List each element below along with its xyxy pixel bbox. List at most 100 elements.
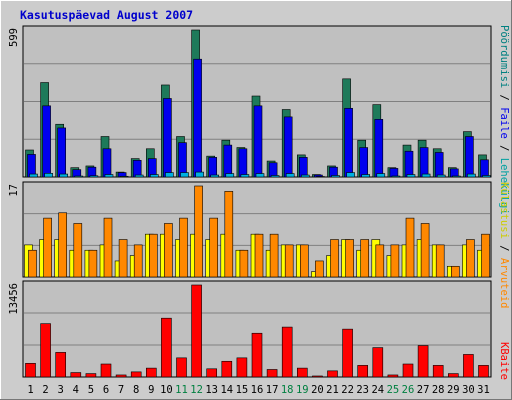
bar-pages: [150, 174, 159, 178]
bar-kbytes: [387, 374, 399, 378]
bar-pages: [119, 175, 129, 178]
day-label: 4: [73, 384, 79, 396]
bar-pages: [421, 173, 431, 178]
bar-pages: [406, 174, 416, 178]
right-legend-kbytes: KBaite: [498, 342, 510, 380]
day-label: 29: [447, 384, 460, 396]
bar-pages: [89, 175, 99, 178]
bar-sites: [405, 217, 415, 278]
day-label: 27: [417, 384, 430, 396]
bar-kbytes: [372, 347, 384, 378]
bar-pages: [29, 173, 38, 178]
bar-sites: [164, 223, 173, 278]
bar-kbytes: [176, 357, 187, 378]
bar-files: [480, 159, 489, 178]
bar-files: [102, 148, 112, 178]
x-axis-day-labels: 1 2 3 4 5 6 7 8 9 10 11 12 13 14 15 16 17 18 19 20 21 22 23 24 2…: [27, 384, 489, 396]
bar-files: [253, 105, 263, 178]
day-label: 3: [58, 384, 64, 396]
bar-sites: [360, 239, 370, 278]
bar-sites: [179, 217, 188, 278]
day-label: 20: [311, 384, 324, 396]
bar-files: [223, 144, 233, 178]
bar-pages: [134, 174, 144, 178]
day-label: 15: [236, 384, 249, 396]
bar-kbytes: [251, 332, 263, 378]
day-label: 19: [296, 384, 309, 396]
bar-sites: [28, 249, 37, 278]
day-label: 12: [190, 384, 203, 396]
bar-pages: [331, 175, 340, 178]
chart-title: Kasutuspäevad August 2007: [20, 8, 193, 22]
day-label: 26: [402, 384, 415, 396]
bar-sites: [299, 244, 309, 278]
day-label: 11: [175, 384, 188, 396]
day-label: 10: [160, 384, 173, 396]
bar-kbytes: [432, 365, 444, 378]
bar-files: [404, 150, 414, 178]
bar-pages: [104, 174, 114, 178]
bar-kbytes: [402, 363, 414, 378]
bar-sites: [103, 217, 113, 278]
bar-kbytes: [40, 323, 51, 378]
legend-segment: Pöördumisi: [498, 25, 510, 88]
right-legend-visits-sites: Külastusi / Arvuteid: [498, 182, 510, 308]
day-label: 9: [148, 384, 154, 396]
day-label: 23: [356, 384, 369, 396]
bar-kbytes: [447, 373, 459, 378]
day-label: 22: [341, 384, 354, 396]
bar-pages: [346, 172, 355, 178]
bar-sites: [466, 239, 475, 278]
day-label: 21: [326, 384, 339, 396]
bar-kbytes: [357, 365, 369, 378]
bar-sites: [43, 217, 52, 278]
bar-files: [434, 152, 444, 178]
bar-pages: [74, 175, 84, 178]
bar-kbytes: [221, 360, 233, 378]
bar-sites: [133, 244, 143, 278]
bar-files: [208, 157, 217, 178]
bar-kbytes: [327, 370, 338, 378]
bar-sites: [118, 239, 128, 278]
bar-files: [344, 107, 353, 178]
legend-segment: Lehekülgi: [498, 158, 510, 215]
bar-kbytes: [70, 372, 82, 378]
bar-kbytes: [236, 357, 248, 378]
day-label: 28: [432, 384, 445, 396]
bar-pages: [482, 175, 491, 178]
bar-kbytes: [25, 363, 36, 378]
bar-files: [163, 98, 172, 178]
bar-sites: [224, 191, 234, 278]
bar-files: [419, 147, 429, 178]
panel-kbytes: 13456: [8, 280, 492, 378]
bar-kbytes: [146, 367, 157, 378]
bar-sites: [239, 249, 249, 278]
day-label: 7: [118, 384, 124, 396]
bar-kbytes: [85, 373, 97, 378]
day-label: 30: [462, 384, 475, 396]
legend-segment: /: [498, 139, 510, 158]
bar-kbytes: [55, 352, 67, 378]
bar-sites: [375, 244, 385, 278]
day-label: 24: [371, 384, 384, 396]
bar-sites: [345, 239, 354, 278]
y-max-label: 13456: [8, 283, 20, 315]
bar-pages: [451, 175, 461, 178]
bar-pages: [436, 174, 446, 178]
bar-files: [238, 148, 248, 178]
y-max-label: 599: [8, 28, 20, 47]
bar-pages: [376, 173, 386, 178]
bar-kbytes: [100, 363, 112, 378]
bar-kbytes: [312, 375, 323, 378]
bar-pages: [165, 172, 174, 178]
bar-sites: [450, 265, 460, 278]
bar-sites: [149, 233, 158, 278]
bar-sites: [330, 239, 339, 278]
bar-pages: [285, 173, 295, 178]
legend-segment: /: [498, 88, 510, 107]
bar-pages: [59, 173, 69, 178]
bar-pages: [467, 173, 476, 178]
bar-sites: [209, 217, 218, 278]
bar-files: [193, 58, 202, 178]
legend-segment: Arvuteid: [498, 258, 510, 309]
